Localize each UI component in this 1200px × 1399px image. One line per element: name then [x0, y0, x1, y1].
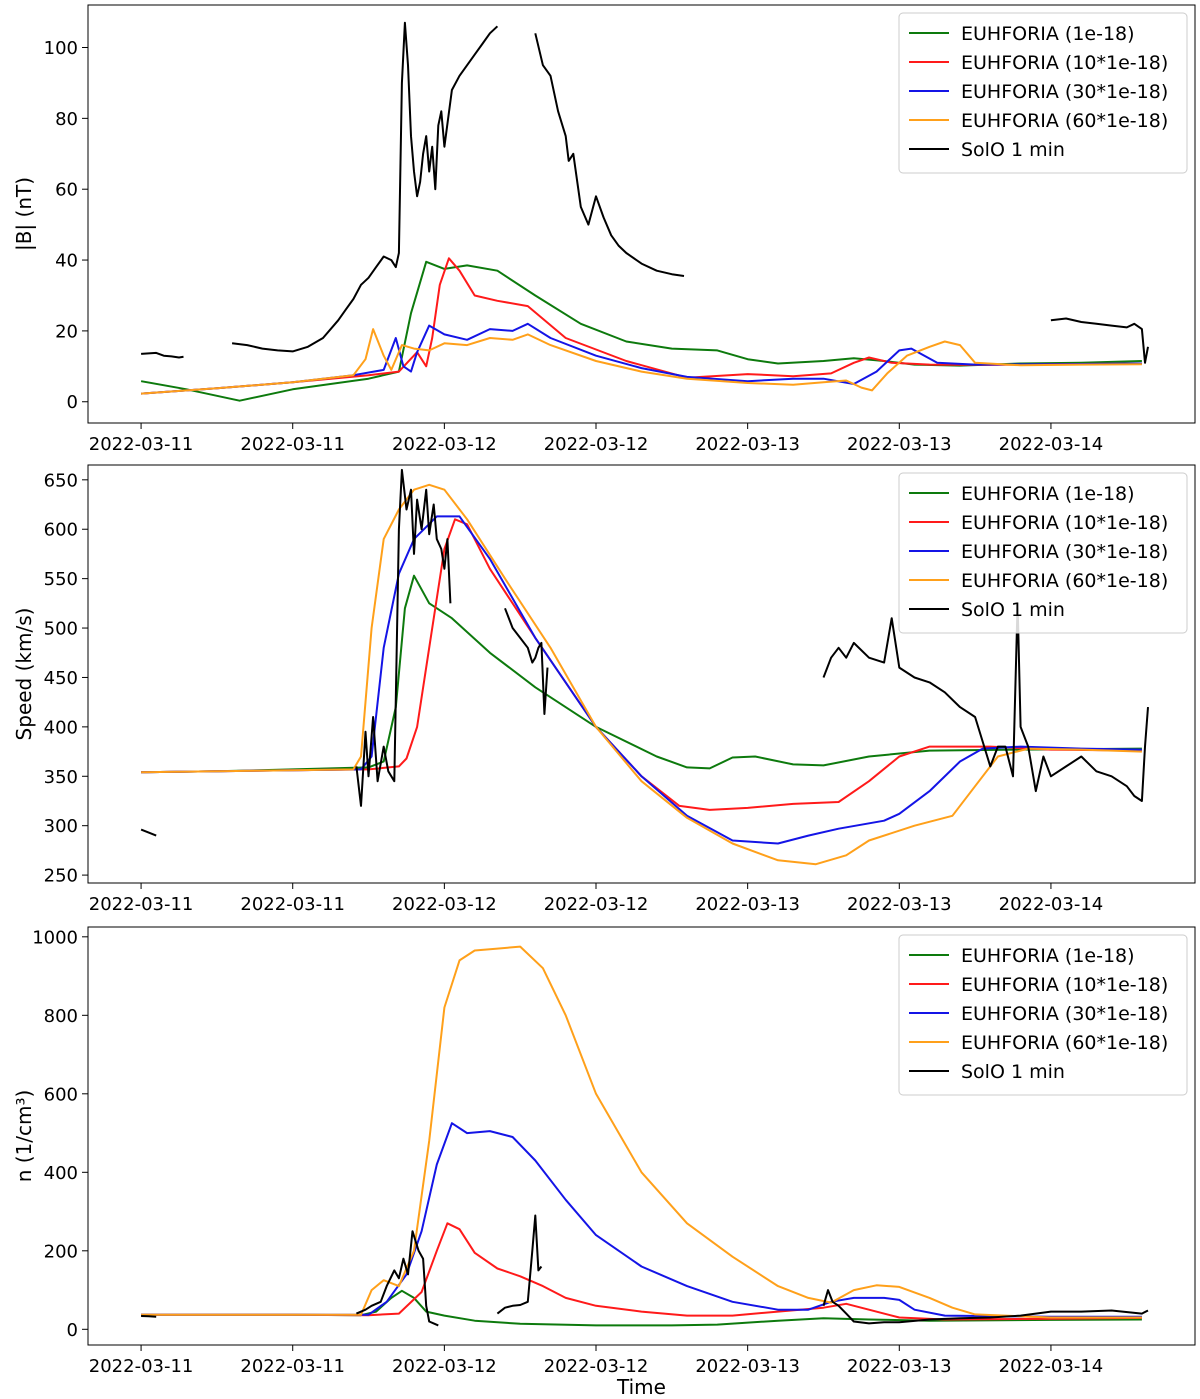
- series-line-solo-1-min-0: [141, 351, 184, 359]
- x-tick-label: 2022-03-12: [544, 1356, 649, 1377]
- y-tick-label: 450: [44, 668, 78, 689]
- legend-entry: EUHFORIA (10*1e-18): [961, 512, 1168, 534]
- y-tick-label: 650: [44, 470, 78, 491]
- y-tick-label: 600: [44, 1084, 78, 1105]
- axes-frame: [87, 926, 1196, 1346]
- y-axis-label: n (1/cm³): [12, 1090, 36, 1183]
- series-group: [141, 945, 1149, 1327]
- legend: EUHFORIA (1e-18) EUHFORIA (10*1e-18) EUHFO…: [898, 934, 1188, 1096]
- axes-frame: [87, 464, 1196, 884]
- x-tick-label: 2022-03-12: [392, 894, 497, 915]
- y-tick-label: 100: [44, 38, 78, 59]
- legend-entry: EUHFORIA (1e-18): [961, 23, 1135, 45]
- y-tick-label: 500: [44, 619, 78, 640]
- y-tick-label: 0: [67, 392, 78, 413]
- x-tick-label: 2022-03-11: [240, 434, 345, 455]
- series-line-solo-1-min-2: [496, 1214, 543, 1315]
- legend-entry: EUHFORIA (30*1e-18): [961, 541, 1168, 563]
- series-group: [140, 21, 1149, 402]
- y-axis-label: |B| (nT): [12, 177, 36, 251]
- legend-entry: SolO 1 min: [961, 139, 1065, 161]
- y-tick-label: 0: [67, 1320, 78, 1341]
- y-tick-label: 400: [44, 1163, 78, 1184]
- series-line-solo-1-min-3: [822, 602, 1149, 802]
- legend-entry: EUHFORIA (1e-18): [961, 483, 1135, 505]
- series-line-solo-1-min-0: [140, 828, 157, 837]
- series-line-solo-1-min-2: [534, 33, 685, 277]
- series-line-solo-1-min-3: [1050, 317, 1149, 364]
- y-tick-label: 800: [44, 1006, 78, 1027]
- legend-entry: EUHFORIA (10*1e-18): [961, 52, 1168, 74]
- y-tick-label: 200: [44, 1241, 78, 1262]
- series-line-solo-1-min-3: [822, 1289, 1149, 1325]
- series-line-solo-1-min-1: [356, 1230, 439, 1327]
- series-line-euhforia-60-1e-18--0: [141, 328, 1142, 395]
- x-tick-label: 2022-03-12: [392, 1356, 497, 1377]
- series-line-euhforia-30-1e-18--0: [141, 1122, 1142, 1318]
- chart-panel-3: 0 200 400 600 800 1000 2022-03-11 2022-03-11 202…: [12, 926, 1196, 1399]
- x-tick-label: 2022-03-12: [544, 894, 649, 915]
- series-line-euhforia-30-1e-18--0: [141, 322, 1142, 395]
- legend-entry: EUHFORIA (30*1e-18): [961, 1003, 1168, 1025]
- x-tick-label: 2022-03-11: [89, 434, 194, 455]
- legend-entry: EUHFORIA (60*1e-18): [961, 570, 1168, 592]
- axes-frame: [87, 4, 1196, 424]
- x-tick-label: 2022-03-13: [847, 434, 952, 455]
- x-tick-label: 2022-03-11: [89, 1356, 194, 1377]
- chart-panel-1: 0 20 40 60 80 100 2022-03-11 2022-03-11 2022-03-…: [12, 4, 1196, 455]
- y-tick-label: 1000: [32, 927, 78, 948]
- series-line-euhforia-1e-18--0: [140, 260, 1142, 402]
- legend-entry: EUHFORIA (60*1e-18): [961, 110, 1168, 132]
- x-tick-label: 2022-03-14: [999, 894, 1104, 915]
- legend-entry: EUHFORIA (60*1e-18): [961, 1032, 1168, 1054]
- series-line-euhforia-10-1e-18--0: [141, 1222, 1142, 1321]
- x-tick-label: 2022-03-11: [240, 894, 345, 915]
- y-tick-label: 20: [55, 321, 78, 342]
- series-line-euhforia-30-1e-18--0: [141, 515, 1142, 845]
- series-line-solo-1-min-0: [141, 1315, 157, 1318]
- legend-entry: SolO 1 min: [961, 1061, 1065, 1083]
- legend-box: [898, 934, 1188, 1096]
- legend-entry: EUHFORIA (30*1e-18): [961, 81, 1168, 103]
- x-tick-label: 2022-03-13: [695, 1356, 800, 1377]
- x-tick-label: 2022-03-12: [544, 434, 649, 455]
- legend-entry: SolO 1 min: [961, 599, 1065, 621]
- series-group: [140, 468, 1149, 866]
- x-tick-label: 2022-03-12: [392, 434, 497, 455]
- x-tick-label: 2022-03-13: [695, 894, 800, 915]
- series-line-solo-1-min-1: [231, 21, 499, 353]
- y-tick-label: 300: [44, 816, 78, 837]
- series-line-solo-1-min-1: [355, 468, 452, 807]
- legend-box: [898, 12, 1188, 174]
- x-tick-label: 2022-03-11: [89, 894, 194, 915]
- legend: EUHFORIA (1e-18) EUHFORIA (10*1e-18) EUHFO…: [898, 472, 1188, 634]
- legend-box: [898, 472, 1188, 634]
- y-tick-label: 250: [44, 866, 78, 887]
- series-line-solo-1-min-2: [504, 607, 549, 715]
- x-tick-label: 2022-03-13: [847, 1356, 952, 1377]
- y-tick-label: 80: [55, 109, 78, 130]
- y-tick-label: 40: [55, 251, 78, 272]
- x-axis-label: Time: [616, 1375, 666, 1399]
- y-tick-label: 550: [44, 569, 78, 590]
- y-tick-label: 350: [44, 767, 78, 788]
- y-axis-label: Speed (km/s): [12, 608, 36, 741]
- series-line-euhforia-60-1e-18--0: [141, 483, 1142, 866]
- legend-entry: EUHFORIA (1e-18): [961, 945, 1135, 967]
- legend: EUHFORIA (1e-18) EUHFORIA (10*1e-18) EUHFO…: [898, 12, 1188, 174]
- series-line-euhforia-10-1e-18--0: [141, 257, 1142, 395]
- x-tick-label: 2022-03-13: [847, 894, 952, 915]
- y-tick-label: 400: [44, 717, 78, 738]
- y-tick-label: 60: [55, 180, 78, 201]
- series-line-euhforia-60-1e-18--0: [141, 945, 1142, 1319]
- x-tick-label: 2022-03-14: [999, 1356, 1104, 1377]
- series-line-euhforia-1e-18--0: [141, 1289, 1142, 1327]
- chart-panel-2: 250 300 350 400 450 500 550 600 650 2022-03-11 202…: [12, 464, 1196, 915]
- y-tick-label: 600: [44, 520, 78, 541]
- legend-entry: EUHFORIA (10*1e-18): [961, 974, 1168, 996]
- x-tick-label: 2022-03-11: [240, 1356, 345, 1377]
- x-tick-label: 2022-03-14: [999, 434, 1104, 455]
- x-tick-label: 2022-03-13: [695, 434, 800, 455]
